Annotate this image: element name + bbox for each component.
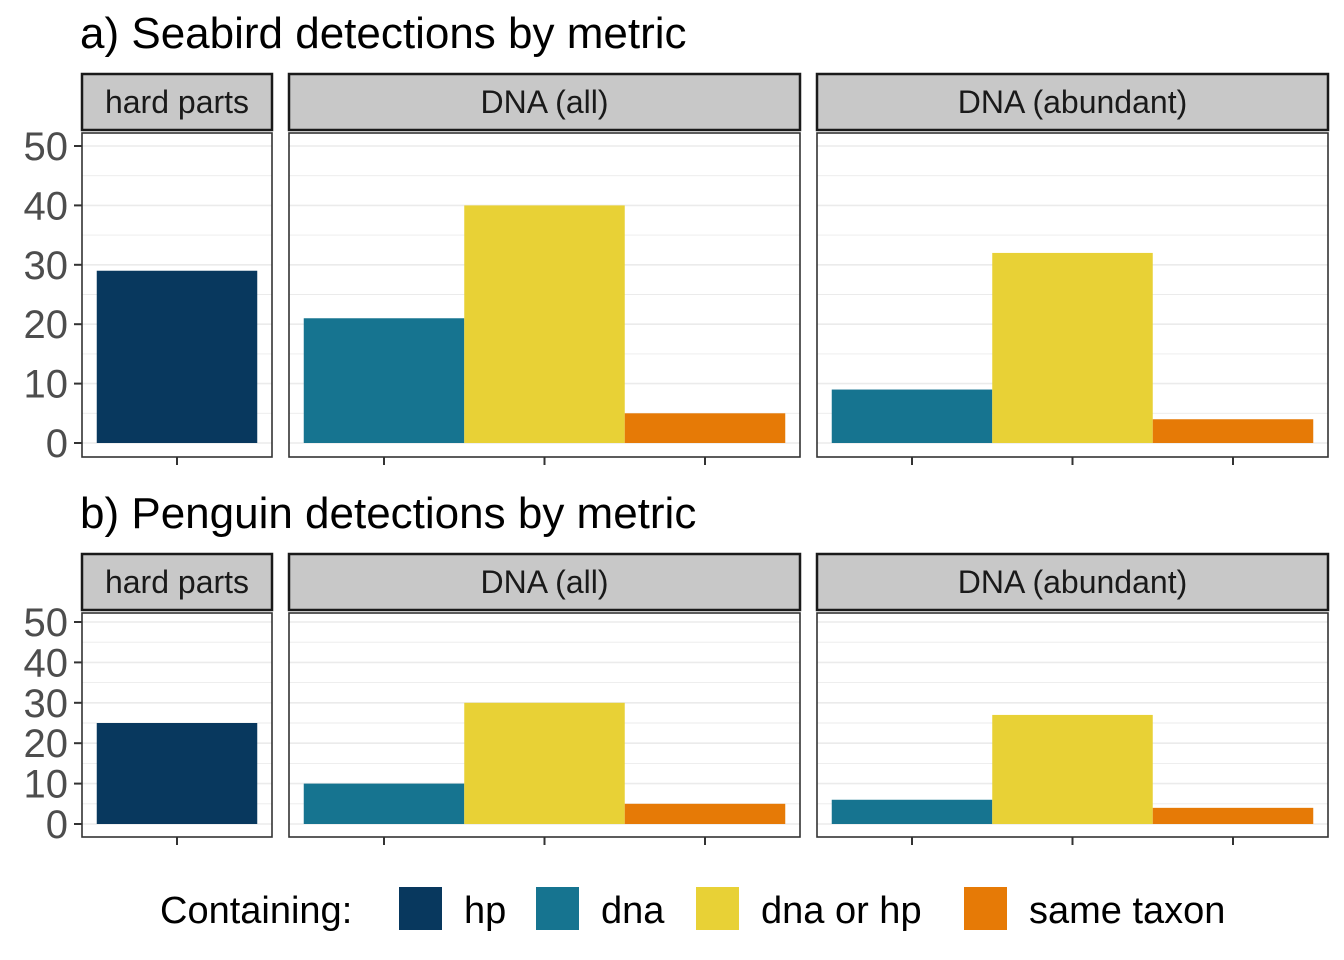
- facet-2: DNA (abundant): [815, 72, 1330, 465]
- facet-strip: [815, 552, 1330, 612]
- y-tick-label: 30: [24, 244, 69, 288]
- facet-label: DNA (abundant): [958, 564, 1187, 600]
- bar-same-taxon: [624, 413, 786, 443]
- facet-strip: [287, 72, 802, 132]
- facet-strip: [815, 72, 1330, 132]
- legend-label: same taxon: [1029, 890, 1225, 932]
- bar-same-taxon: [1152, 807, 1314, 824]
- y-tick-label: 30: [24, 682, 69, 726]
- legend-label: hp: [464, 890, 506, 932]
- legend-label: dna: [601, 890, 665, 932]
- bar-dna-or-hp: [464, 702, 625, 824]
- bar-dna: [831, 389, 993, 443]
- legend-key-same-taxon: [964, 887, 1007, 930]
- y-tick-label: 10: [24, 363, 69, 407]
- panel-b: b) Penguin detections by metric hard part…: [24, 489, 1330, 847]
- facet-0: hard parts: [80, 72, 274, 465]
- panel-border: [81, 612, 273, 838]
- panel-border: [288, 612, 801, 838]
- facet-label: hard parts: [105, 84, 249, 120]
- facet-0: hard parts: [80, 552, 274, 845]
- y-tick-label: 40: [24, 641, 69, 685]
- facet-label: DNA (all): [480, 564, 608, 600]
- bar-dna: [831, 799, 993, 824]
- legend: Containing: hp dna dna or hp same taxon: [160, 887, 1225, 932]
- panel-title: b) Penguin detections by metric: [80, 489, 696, 538]
- y-tick-label: 50: [24, 125, 69, 169]
- y-tick-label: 40: [24, 184, 69, 228]
- y-tick-label: 20: [24, 303, 69, 347]
- legend-key-dna-or-hp: [696, 887, 739, 930]
- facet-label: DNA (all): [480, 84, 608, 120]
- panel-title: a) Seabird detections by metric: [80, 9, 687, 58]
- bar-dna-or-hp: [992, 252, 1153, 443]
- panel-border: [816, 612, 1329, 838]
- bar-dna: [303, 783, 465, 824]
- y-tick-label: 50: [24, 601, 69, 645]
- bar-hp: [96, 270, 258, 443]
- y-tick-label: 10: [24, 763, 69, 807]
- panel-border: [288, 132, 801, 458]
- legend-key-hp: [399, 887, 442, 930]
- panel-border: [81, 132, 273, 458]
- y-tick-label: 0: [46, 803, 68, 847]
- facet-strip: [80, 72, 274, 132]
- legend-label: dna or hp: [761, 890, 922, 932]
- facet-strip: [287, 552, 802, 612]
- bar-same-taxon: [1152, 419, 1314, 443]
- bar-same-taxon: [624, 803, 786, 824]
- facet-2: DNA (abundant): [815, 552, 1330, 845]
- facet-1: DNA (all): [287, 552, 802, 845]
- legend-key-dna: [536, 887, 579, 930]
- bar-hp: [96, 723, 258, 824]
- bar-dna-or-hp: [464, 205, 625, 443]
- y-tick-label: 0: [46, 422, 68, 466]
- facet-strip: [80, 552, 274, 612]
- bar-dna-or-hp: [992, 714, 1153, 824]
- bar-dna: [303, 318, 465, 443]
- y-tick-label: 20: [24, 722, 69, 766]
- legend-title: Containing:: [160, 890, 352, 932]
- facet-label: hard parts: [105, 564, 249, 600]
- facet-1: DNA (all): [287, 72, 802, 465]
- panel-a: a) Seabird detections by metric hard part…: [24, 9, 1330, 466]
- panel-border: [816, 132, 1329, 458]
- facet-label: DNA (abundant): [958, 84, 1187, 120]
